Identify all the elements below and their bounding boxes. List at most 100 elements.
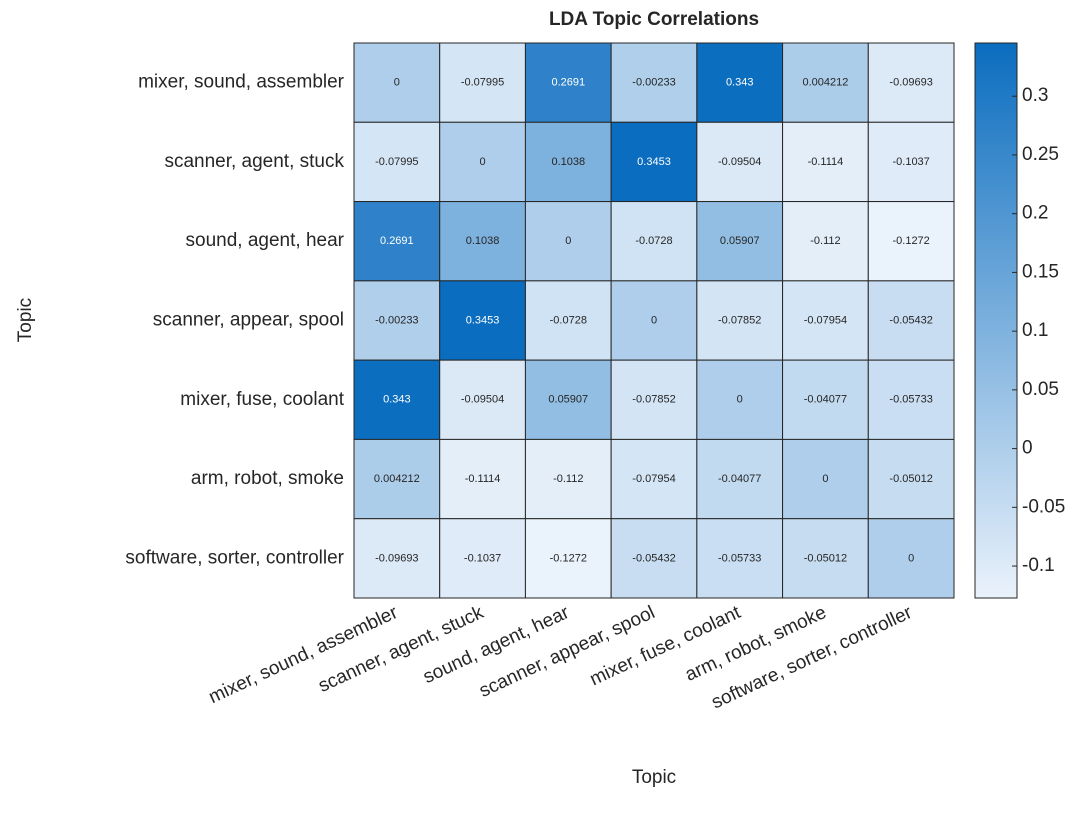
- heatmap-cell: [696, 121, 784, 203]
- cell-label: 0.1038: [551, 156, 585, 168]
- heatmap-cell: [696, 42, 784, 123]
- cell-label: 0.004212: [802, 77, 848, 89]
- y-tick-label: scanner, agent, stuck: [164, 151, 344, 172]
- cell-label: -0.07995: [375, 156, 418, 168]
- heatmap-cell: [524, 201, 612, 282]
- cell-label: 0: [737, 394, 743, 406]
- y-tick-label: scanner, appear, spool: [153, 310, 344, 331]
- y-tick-label: sound, agent, hear: [186, 230, 345, 251]
- heatmap-cell: [524, 42, 612, 123]
- heatmap-cell: [867, 201, 955, 282]
- cell-label: -0.07852: [718, 314, 761, 326]
- heatmap-cell: [867, 359, 955, 440]
- cell-label: -0.09693: [375, 552, 418, 564]
- cell-label: -0.05733: [718, 552, 761, 564]
- cell-label: -0.04077: [718, 473, 761, 485]
- y-tick-label: arm, robot, smoke: [191, 468, 344, 489]
- heatmap-cell: [353, 438, 441, 520]
- heatmap-cell: [782, 518, 869, 599]
- heatmap-cell: [782, 280, 869, 361]
- cell-label: -0.00233: [632, 77, 675, 89]
- heatmap-cell: [353, 280, 441, 361]
- cell-label: -0.09504: [461, 394, 504, 406]
- heatmap-cell: [439, 438, 526, 520]
- colorbar-tick-label: 0.2: [1022, 203, 1048, 224]
- cell-label: -0.112: [553, 473, 583, 485]
- heatmap-cell: [439, 201, 526, 282]
- heatmap-cell: [696, 438, 784, 520]
- cell-label: 0.343: [726, 77, 754, 89]
- heatmap-cell: [696, 518, 784, 599]
- heatmap-cell: [439, 280, 526, 361]
- cell-label: -0.07995: [461, 77, 504, 89]
- cell-label: 0.2691: [551, 77, 585, 89]
- heatmap-cell: [782, 201, 869, 282]
- heatmap-cell: [610, 201, 698, 282]
- cell-label: -0.09504: [718, 156, 761, 168]
- cell-label: 0: [394, 77, 400, 89]
- cell-label: 0.3453: [466, 314, 500, 326]
- colorbar-tick-label: -0.1: [1022, 555, 1055, 576]
- cell-label: -0.09693: [889, 77, 932, 89]
- cell-label: 0: [908, 552, 914, 564]
- heatmap-cell: [867, 518, 955, 599]
- colorbar-tick-label: 0.15: [1022, 261, 1059, 282]
- cell-label: -0.1272: [550, 552, 587, 564]
- heatmap-cell: [867, 121, 955, 203]
- colorbar: [974, 42, 1018, 599]
- heatmap-cell: [610, 42, 698, 123]
- cell-label: -0.05432: [632, 552, 675, 564]
- cell-label: -0.07954: [804, 314, 847, 326]
- cell-label: -0.0728: [635, 235, 672, 247]
- colorbar-tick-label: 0.3: [1022, 85, 1048, 106]
- cell-label: -0.07954: [632, 473, 675, 485]
- cell-label: 0.2691: [380, 235, 414, 247]
- cell-label: -0.07852: [632, 394, 675, 406]
- x-axis-label: Topic: [632, 767, 676, 788]
- cell-label: -0.1114: [465, 473, 501, 485]
- cell-label: 0: [565, 235, 571, 247]
- heatmap-cell: [353, 42, 441, 123]
- heatmap-cell: [524, 121, 612, 203]
- heatmap-cell: [439, 42, 526, 123]
- heatmap-cell: [524, 438, 612, 520]
- heatmap-cell: [610, 280, 698, 361]
- cell-label: 0: [651, 314, 657, 326]
- chart-title: LDA Topic Correlations: [549, 9, 759, 30]
- heatmap-cell: [524, 359, 612, 440]
- cell-label: -0.1272: [892, 235, 929, 247]
- cell-label: -0.1037: [464, 552, 501, 564]
- y-axis-label: Topic: [15, 298, 36, 342]
- cell-label: 0.05907: [720, 235, 760, 247]
- heatmap-cell: [610, 438, 698, 520]
- heatmap-cell: [782, 121, 869, 203]
- cell-label: -0.05012: [889, 473, 932, 485]
- cell-label: -0.1037: [892, 156, 929, 168]
- cell-label: -0.112: [810, 235, 840, 247]
- heatmap-cell: [524, 518, 612, 599]
- heatmap-cell: [353, 359, 441, 440]
- colorbar-tick-label: 0: [1022, 438, 1033, 459]
- heatmap-cell: [696, 201, 784, 282]
- cell-label: -0.04077: [804, 394, 847, 406]
- cell-label: 0.1038: [466, 235, 500, 247]
- colorbar-tick-label: 0.1: [1022, 320, 1048, 341]
- heatmap-cell: [782, 42, 869, 123]
- cell-label: 0.004212: [374, 473, 420, 485]
- colorbar-tick-label: 0.25: [1022, 144, 1059, 165]
- y-tick-label: mixer, fuse, coolant: [180, 389, 344, 410]
- cell-label: 0.3453: [637, 156, 671, 168]
- cell-label: -0.05012: [804, 552, 847, 564]
- cell-label: -0.1114: [808, 156, 844, 168]
- cell-label: -0.00233: [375, 314, 418, 326]
- y-tick-label: software, sorter, controller: [125, 547, 344, 568]
- x-tick-label: mixer, fuse, coolant: [587, 602, 745, 691]
- heatmap-cell: [867, 438, 955, 520]
- cell-label: -0.05432: [889, 314, 932, 326]
- cell-label: 0: [480, 156, 486, 168]
- cell-label: 0.05907: [548, 394, 588, 406]
- heatmap-cell: [610, 518, 698, 599]
- heatmap-cell: [353, 121, 441, 203]
- y-tick-label: mixer, sound, assembler: [138, 72, 345, 93]
